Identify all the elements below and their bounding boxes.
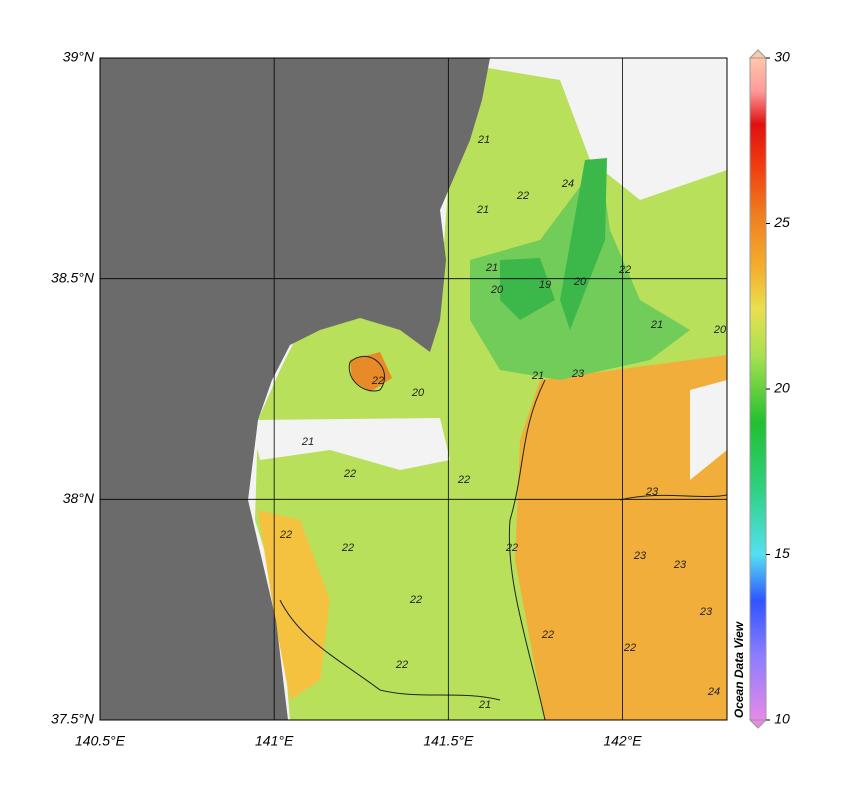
colorbar <box>749 57 767 721</box>
contour-label: 21 <box>476 204 489 216</box>
contour-label: 22 <box>341 542 354 554</box>
contour-label: 24 <box>707 686 720 698</box>
contour-label: 22 <box>541 629 554 641</box>
warm-field <box>258 510 330 700</box>
contour-label: 22 <box>395 659 408 671</box>
y-tick-label: 38°N <box>63 490 95 506</box>
contour-line <box>508 379 546 720</box>
warm-field <box>515 355 727 720</box>
contour-line <box>279 599 501 701</box>
contour-label: 21 <box>301 436 314 448</box>
y-tick-label: 37.5°N <box>51 711 95 727</box>
contour-label: 20 <box>490 284 504 296</box>
map-frame <box>99 57 728 721</box>
contour-label: 22 <box>623 642 636 654</box>
y-tick-label: 38.5°N <box>51 269 95 285</box>
contour-label: 22 <box>505 542 518 554</box>
contour-label: 23 <box>645 486 659 498</box>
contour-label: 24 <box>561 178 574 190</box>
x-tick-label: 140.5°E <box>75 733 126 749</box>
watermark: Ocean Data View <box>732 621 746 718</box>
contour-line <box>619 494 727 501</box>
gap <box>250 418 450 470</box>
contour-label: 23 <box>633 550 647 562</box>
contour-label: 22 <box>279 529 292 541</box>
land <box>100 58 490 720</box>
contour-label: 23 <box>673 559 687 571</box>
contour-label: 19 <box>539 279 551 291</box>
x-tick-label: 141°E <box>255 733 294 749</box>
cool-field <box>500 258 555 320</box>
colorbar-cap <box>748 49 768 59</box>
warm-spot <box>350 352 392 392</box>
colorbar-cap <box>748 719 768 729</box>
contour-label: 21 <box>478 699 491 711</box>
gap <box>690 380 727 480</box>
contour-label: 22 <box>516 190 529 202</box>
colorbar-tick-label: 10 <box>774 711 790 727</box>
contour-label: 23 <box>571 368 585 380</box>
contour-label: 21 <box>650 319 663 331</box>
contour-label: 23 <box>699 606 713 618</box>
contour-label: 20 <box>411 387 425 399</box>
contour-label: 21 <box>485 262 498 274</box>
colorbar-tick-label: 30 <box>774 49 790 65</box>
contour-label: 21 <box>477 134 490 146</box>
contour-label: 22 <box>371 375 384 387</box>
contour-label: 20 <box>713 324 727 336</box>
colorbar-tick-label: 15 <box>774 545 790 561</box>
contour-label: 22 <box>618 264 631 276</box>
contour-line <box>348 355 386 392</box>
contour-label: 21 <box>531 370 544 382</box>
cool-field <box>560 158 607 330</box>
x-tick-label: 141.5°E <box>423 733 474 749</box>
colorbar-tick-label: 25 <box>773 214 790 230</box>
colorbar-tick-label: 20 <box>773 380 790 396</box>
contour-label: 20 <box>573 276 587 288</box>
contour-label: 22 <box>457 474 470 486</box>
contour-label: 22 <box>343 468 356 480</box>
contour-label: 22 <box>409 594 422 606</box>
x-tick-label: 142°E <box>603 733 642 749</box>
y-tick-label: 39°N <box>63 49 95 65</box>
